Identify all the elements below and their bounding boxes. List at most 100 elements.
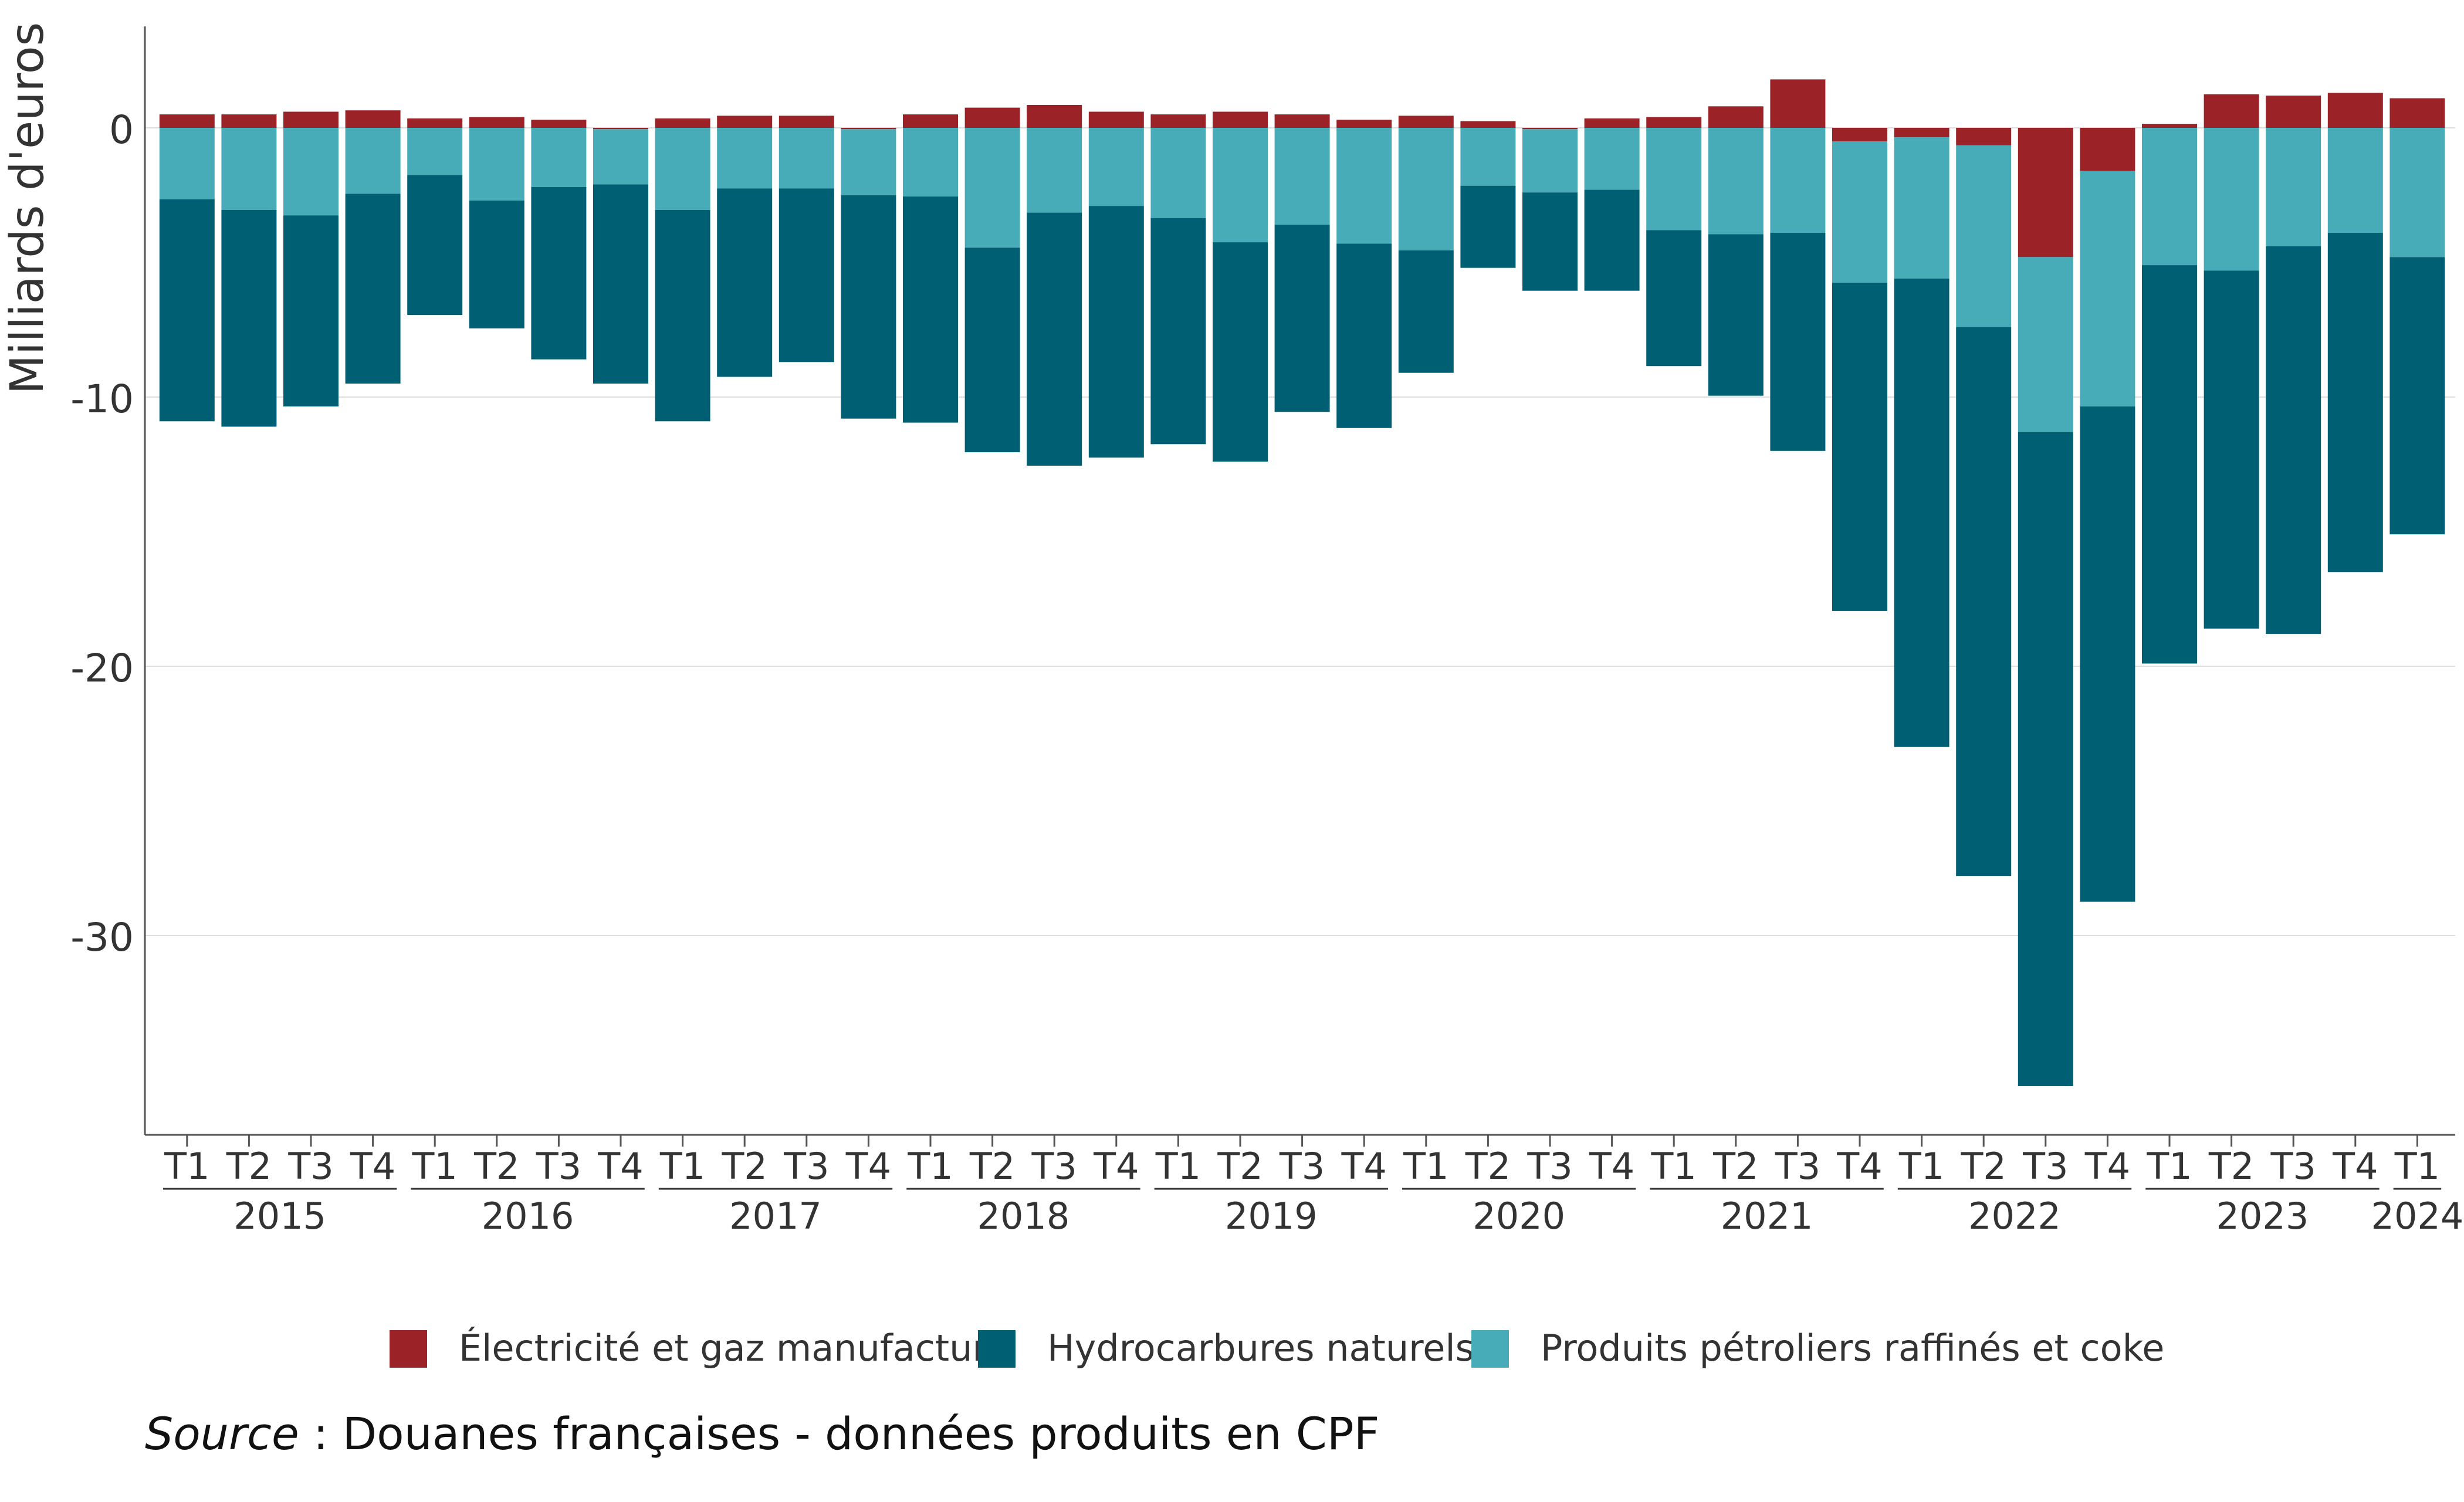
bar-segment bbox=[964, 107, 1020, 128]
bar-segment bbox=[1956, 128, 2012, 145]
x-tick-label: T1 bbox=[1651, 1145, 1697, 1188]
bar-segment bbox=[531, 120, 587, 128]
bar-segment bbox=[2080, 171, 2135, 407]
bar-segment bbox=[1150, 114, 1206, 128]
bar-segment bbox=[1398, 116, 1454, 128]
year-label: 2017 bbox=[729, 1195, 822, 1237]
x-tick-label: T4 bbox=[597, 1145, 643, 1188]
bar-segment bbox=[407, 128, 463, 175]
x-tick-label: T1 bbox=[2146, 1145, 2192, 1188]
year-label: 2018 bbox=[977, 1195, 1070, 1237]
bar-segment bbox=[841, 129, 896, 195]
bar-segment bbox=[1336, 243, 1392, 428]
axes bbox=[144, 26, 2455, 1147]
bar-segment bbox=[1213, 128, 1268, 243]
source-note: Source : Douanes françaises - données pr… bbox=[145, 1408, 1379, 1460]
year-label: 2019 bbox=[1225, 1195, 1318, 1237]
bar-segment bbox=[1832, 141, 1887, 283]
bar-segment bbox=[2080, 128, 2135, 171]
legend-swatch bbox=[978, 1330, 1016, 1368]
x-tick-label: T2 bbox=[1712, 1145, 1758, 1188]
x-tick-label: T4 bbox=[2084, 1145, 2130, 1188]
bar-segment bbox=[2266, 128, 2321, 246]
bar-segment bbox=[1336, 128, 1392, 244]
bar-segment bbox=[903, 128, 958, 197]
bar-segment bbox=[2018, 257, 2073, 432]
legend-label: Hydrocarbures naturels bbox=[1047, 1327, 1474, 1369]
x-tick-label: T3 bbox=[287, 1145, 333, 1188]
bar-segment bbox=[841, 195, 896, 419]
bar-segment bbox=[841, 128, 896, 130]
bar-segment bbox=[779, 116, 834, 128]
year-group-labels: 2015 2016 2017 2018 2019 2020 2021 2022 2023 2024 bbox=[163, 1188, 2463, 1237]
bar-segment bbox=[2266, 246, 2321, 634]
bar-segment bbox=[1646, 128, 1702, 230]
x-tick-label: T3 bbox=[1031, 1145, 1077, 1188]
bar-segment bbox=[1646, 117, 1702, 128]
bar-segment bbox=[283, 111, 339, 128]
bar-segment bbox=[407, 118, 463, 128]
bar-segment bbox=[1027, 104, 1082, 128]
x-tick-label: T3 bbox=[2022, 1145, 2068, 1188]
legend-swatch bbox=[1471, 1330, 1509, 1368]
x-tick-label: T2 bbox=[722, 1145, 767, 1188]
bar-segment bbox=[1274, 225, 1330, 412]
bar-segment bbox=[1956, 327, 2012, 877]
bar-segment bbox=[2327, 128, 2383, 233]
y-tick-label: -30 bbox=[70, 915, 134, 960]
x-tick-label: T2 bbox=[1217, 1145, 1263, 1188]
year-label: 2023 bbox=[2216, 1195, 2309, 1237]
legend: Électricité et gaz manufacturé Hydrocarbu… bbox=[390, 1327, 2164, 1369]
x-tick-label: T2 bbox=[226, 1145, 272, 1188]
x-tick-label: T1 bbox=[164, 1145, 209, 1188]
bar-segment bbox=[2018, 128, 2073, 257]
x-tick-label: T4 bbox=[1093, 1145, 1139, 1188]
x-tick-label: T2 bbox=[2208, 1145, 2254, 1188]
bar-segment bbox=[2142, 265, 2197, 664]
bar-segment bbox=[531, 187, 587, 360]
legend-swatch bbox=[390, 1330, 427, 1368]
source-label: Source bbox=[145, 1408, 299, 1460]
bar-segment bbox=[1027, 128, 1082, 213]
x-tick-label: T2 bbox=[1465, 1145, 1511, 1188]
x-tick-label: T3 bbox=[1775, 1145, 1820, 1188]
bar-segment bbox=[1584, 118, 1640, 128]
x-tick-label: T4 bbox=[845, 1145, 891, 1188]
bar-segment bbox=[1894, 128, 1949, 138]
bar-segment bbox=[2389, 128, 2445, 257]
bar-segment bbox=[964, 247, 1020, 453]
bar-segment bbox=[1336, 120, 1392, 128]
bar-segment bbox=[2266, 95, 2321, 128]
bar-segment bbox=[531, 128, 587, 187]
y-tick-label: -20 bbox=[70, 646, 134, 691]
bar-segment bbox=[593, 128, 648, 130]
bar-segment bbox=[1398, 128, 1454, 250]
x-tick-label: T4 bbox=[1836, 1145, 1882, 1188]
bar-segment bbox=[655, 209, 710, 422]
bar-segment bbox=[964, 128, 1020, 248]
bar-segment bbox=[1027, 212, 1082, 466]
year-label: 2022 bbox=[1968, 1195, 2061, 1237]
bar-segment bbox=[655, 128, 710, 210]
bar-segment bbox=[1088, 206, 1144, 458]
bar-segment bbox=[779, 128, 834, 189]
y-tick-label: 0 bbox=[109, 107, 134, 152]
bar-segment bbox=[1460, 121, 1516, 128]
bar-segment bbox=[2080, 406, 2135, 902]
bar-segment bbox=[221, 128, 277, 210]
x-tick-label: T3 bbox=[1279, 1145, 1325, 1188]
bar-segment bbox=[2204, 270, 2259, 629]
bars bbox=[159, 79, 2445, 1087]
bar-segment bbox=[1274, 114, 1330, 128]
x-tick-label: T1 bbox=[1155, 1145, 1201, 1188]
legend-label: Produits pétroliers raffinés et coke bbox=[1541, 1327, 2164, 1369]
bar-segment bbox=[2389, 257, 2445, 535]
bar-segment bbox=[1708, 234, 1764, 396]
bar-segment bbox=[2018, 432, 2073, 1087]
bar-segment bbox=[1708, 128, 1764, 235]
x-tick-label: T3 bbox=[2270, 1145, 2316, 1188]
bar-segment bbox=[345, 194, 401, 384]
bar-segment bbox=[1894, 137, 1949, 279]
y-tick-label: -10 bbox=[70, 377, 134, 422]
